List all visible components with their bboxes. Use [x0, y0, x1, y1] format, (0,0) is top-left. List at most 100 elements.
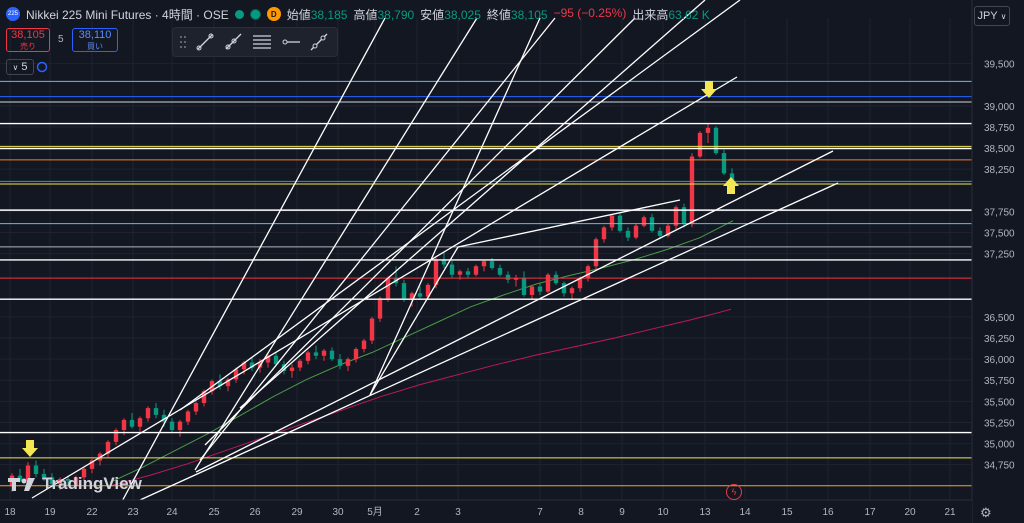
candle-body-54 — [441, 259, 447, 265]
candle-body-35 — [289, 367, 295, 371]
candle-body-17 — [145, 408, 151, 419]
candle-body-24 — [201, 391, 207, 404]
candle-body-30 — [249, 362, 255, 368]
candle-body-3 — [33, 465, 39, 474]
sell-button[interactable]: 38,105 売り — [6, 28, 50, 52]
arrow-arrow-down-1 — [701, 81, 717, 98]
time-axis-bg — [0, 500, 972, 523]
candle-body-10 — [89, 460, 95, 469]
market-status-icon — [249, 8, 261, 20]
trend-line-7 — [119, 17, 386, 506]
gear-icon[interactable]: ⚙ — [980, 505, 992, 520]
price-axis[interactable]: 39,500 39,000 38,750 38,500 38,250 37,750 37,5… — [971, 0, 1024, 523]
x-tick-3: 23 — [127, 507, 139, 518]
x-tick-11: 3 — [455, 507, 461, 518]
x-tick-4: 24 — [166, 507, 178, 518]
ohlc-close: 終値38,105 — [486, 7, 548, 22]
trend-line-1 — [139, 182, 839, 501]
candle-body-64 — [521, 278, 527, 295]
grip-icon[interactable] — [179, 34, 187, 50]
y-tick-9: 36,250 — [984, 334, 1015, 345]
currency-label: JPY — [977, 10, 998, 22]
horizontal-levels[interactable]: 39,29039,11039,04538,79038,52038,49538,3… — [0, 75, 1020, 493]
candle-body-73 — [593, 239, 599, 267]
candle-body-51 — [417, 293, 423, 297]
candle-body-60 — [489, 261, 495, 268]
fib-icon[interactable] — [251, 32, 273, 52]
circle-icon[interactable] — [36, 61, 48, 73]
price-axis-bg — [972, 0, 1024, 523]
candle-body-44 — [361, 340, 367, 350]
candle-body-26 — [217, 381, 223, 387]
interval-toggle[interactable]: ∨ 5 — [6, 59, 34, 75]
x-tick-14: 9 — [619, 507, 625, 518]
x-tick-13: 8 — [578, 507, 584, 518]
time-axis[interactable]: 18 19 22 23 24 25 26 29 30 5月 2 3 7 8 9 10 13 14 15 16 17 20 2… — [0, 499, 972, 523]
x-tick-17: 14 — [739, 507, 751, 518]
trend-line-4 — [457, 199, 681, 248]
buy-label: 買い — [87, 42, 103, 51]
y-tick-7: 37,250 — [984, 250, 1015, 261]
lightning-icon[interactable]: ϟ — [726, 484, 742, 500]
y-tick-11: 35,750 — [984, 376, 1015, 387]
candle-body-16 — [137, 418, 143, 427]
candle-body-70 — [569, 288, 575, 294]
candle-body-42 — [345, 359, 351, 366]
candles — [9, 123, 735, 492]
x-tick-21: 20 — [904, 507, 916, 518]
chart-header: 225 Nikkei 225 Mini Futures · 4時間 · OSE … — [6, 5, 710, 23]
trend-line-6 — [239, 0, 706, 409]
candle-body-28 — [233, 369, 239, 380]
y-tick-15: 34,750 — [984, 461, 1015, 472]
candle-body-61 — [497, 267, 503, 275]
d-badge[interactable]: D — [266, 7, 281, 21]
candle-body-65 — [529, 286, 535, 295]
candle-body-18 — [153, 408, 159, 415]
candle-body-47 — [385, 278, 391, 299]
candle-body-71 — [577, 278, 583, 289]
x-tick-22: 21 — [944, 507, 956, 518]
trend-line-3 — [369, 246, 459, 396]
y-tick-6: 37,500 — [984, 228, 1015, 239]
candle-body-7 — [65, 479, 71, 481]
drawing-toolbar — [172, 27, 338, 57]
y-tick-3: 38,500 — [984, 144, 1015, 155]
trend-lines[interactable] — [31, 0, 839, 506]
trend-line-icon[interactable] — [195, 32, 215, 52]
x-tick-18: 15 — [781, 507, 793, 518]
candle-body-8 — [73, 477, 79, 486]
candle-body-40 — [329, 350, 335, 360]
price-change: −95 (−0.25%) — [553, 5, 627, 20]
y-tick-13: 35,250 — [984, 418, 1015, 429]
candle-body-84 — [681, 207, 687, 225]
candle-body-27 — [225, 379, 231, 387]
green-dot-icon — [234, 9, 244, 19]
candle-body-4 — [41, 473, 47, 478]
candle-body-88 — [713, 127, 719, 154]
candle-body-75 — [609, 215, 615, 228]
candle-body-83 — [673, 207, 679, 226]
tv-logo-icon — [8, 478, 35, 491]
y-tick-1: 39,000 — [984, 102, 1015, 113]
x-tick-1: 19 — [44, 507, 56, 518]
x-tick-20: 17 — [864, 507, 876, 518]
x-tick-10: 2 — [414, 507, 420, 518]
candle-body-74 — [601, 227, 607, 240]
ray-icon[interactable] — [223, 32, 243, 52]
logo-text: TradingView — [42, 474, 142, 493]
horizontal-ray-icon[interactable] — [281, 32, 301, 52]
candle-body-22 — [185, 411, 191, 422]
candle-body-50 — [409, 293, 415, 299]
currency-selector[interactable]: JPY ∨ — [974, 6, 1010, 26]
symbol-icon[interactable]: 225 — [6, 7, 20, 21]
buy-button[interactable]: 38,110 買い — [72, 28, 118, 52]
extended-line-icon[interactable] — [309, 32, 329, 52]
candle-body-55 — [449, 264, 455, 275]
tradingview-logo[interactable]: TradingView — [8, 474, 142, 494]
candle-body-89 — [721, 153, 727, 174]
sell-label: 売り — [20, 42, 36, 51]
candle-body-87 — [705, 127, 711, 133]
symbol-title[interactable]: Nikkei 225 Mini Futures · 4時間 · OSE — [26, 7, 229, 22]
candle-body-69 — [561, 283, 567, 294]
